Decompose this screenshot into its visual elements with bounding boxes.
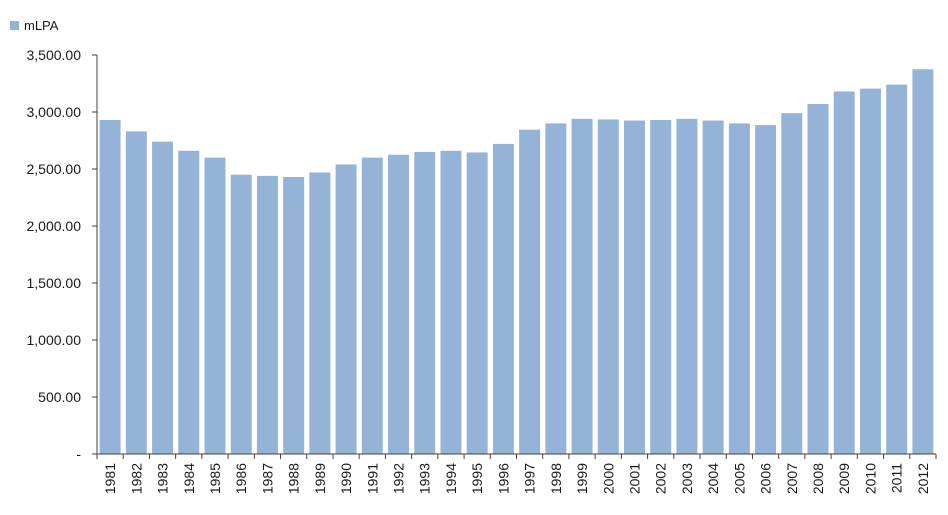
bar-2004: [702, 120, 724, 455]
x-tick-label: 1989: [312, 463, 328, 494]
bar-2003: [676, 118, 698, 454]
y-tick-label: 1,000.00: [27, 332, 82, 348]
x-tick-label: 1985: [207, 463, 223, 494]
bar-2008: [807, 104, 829, 455]
x-tick-label: 1995: [469, 463, 485, 494]
bar-2005: [728, 123, 750, 455]
y-axis-ticks: - 500.00 1,000.00 1,500.00 2,000.00 2,500.00 3…: [27, 47, 97, 462]
x-tick-label: 2011: [889, 463, 905, 493]
x-tick-label: 2003: [679, 463, 695, 494]
bar-1992: [388, 154, 410, 454]
bar-1999: [571, 118, 593, 454]
x-tick-label: 1982: [128, 463, 144, 494]
bar-2007: [781, 113, 803, 454]
bar-1988: [283, 176, 305, 455]
x-tick-label: 1998: [548, 463, 564, 494]
x-tick-label: 2010: [862, 463, 878, 494]
bar-2000: [597, 119, 619, 454]
x-tick-label: 1991: [364, 463, 380, 494]
x-tick-label: 2009: [836, 463, 852, 494]
bar-2011: [886, 84, 908, 454]
x-axis-ticks: 1981 1982 1983 1984 1985 1986 1987 1988 1989 1990…: [96, 454, 937, 494]
bar-2012: [912, 69, 934, 454]
bar-2002: [650, 119, 672, 454]
x-tick-label: 1987: [259, 463, 275, 494]
y-tick-label: 3,500.00: [27, 47, 82, 63]
bar-1995: [466, 152, 488, 454]
bar-1985: [204, 157, 226, 454]
bar-1982: [125, 131, 147, 454]
x-tick-label: 1992: [391, 463, 407, 494]
bar-1998: [545, 123, 567, 455]
x-tick-label: 2005: [731, 463, 747, 494]
x-tick-label: 1986: [233, 463, 249, 494]
legend-label-mlpa: mLPA: [24, 18, 59, 33]
bar-2001: [624, 120, 645, 455]
x-tick-label: 2000: [600, 463, 616, 494]
legend-swatch-mlpa: [10, 21, 19, 30]
bar-2006: [755, 125, 777, 455]
y-tick-label: 1,500.00: [27, 275, 82, 291]
x-tick-label: 1988: [286, 463, 302, 494]
x-tick-label: 2007: [784, 463, 800, 494]
bar-1986: [230, 174, 252, 454]
y-tick-label: 2,000.00: [27, 218, 82, 234]
bar-series-mlpa: [99, 69, 934, 455]
y-tick-label: 2,500.00: [27, 161, 82, 177]
bar-2010: [859, 88, 881, 454]
x-tick-label: 1984: [181, 463, 197, 494]
x-tick-label: 2006: [758, 463, 774, 494]
x-tick-label: 2004: [705, 463, 721, 494]
bar-1993: [414, 151, 436, 454]
x-tick-label: 1994: [443, 463, 459, 494]
x-tick-label: 2008: [810, 463, 826, 494]
x-tick-label: 1990: [338, 463, 354, 494]
x-tick-label: 2001: [626, 463, 642, 494]
y-tick-label: -: [76, 446, 81, 462]
bar-1981: [99, 119, 121, 454]
bar-1994: [440, 150, 462, 454]
y-tick-label: 3,000.00: [27, 104, 82, 120]
x-tick-label: 2002: [653, 463, 669, 494]
x-tick-label: 1997: [522, 463, 538, 494]
bar-1997: [519, 129, 541, 455]
x-tick-label: 1981: [102, 463, 118, 494]
x-tick-label: 1996: [495, 463, 511, 494]
bar-1987: [256, 175, 278, 454]
bar-2009: [833, 91, 855, 454]
x-tick-label: 2012: [915, 463, 931, 494]
x-tick-label: 1983: [155, 463, 171, 494]
bar-1996: [492, 143, 514, 455]
bar-1989: [309, 172, 331, 455]
x-tick-label: 1993: [417, 463, 433, 494]
x-tick-label: 1999: [574, 463, 590, 494]
bar-1991: [361, 157, 383, 454]
y-tick-label: 500.00: [38, 389, 81, 405]
bar-1983: [152, 141, 174, 454]
bar-1990: [335, 164, 357, 454]
bar-1984: [178, 150, 200, 454]
chart-legend: mLPA: [10, 18, 59, 33]
